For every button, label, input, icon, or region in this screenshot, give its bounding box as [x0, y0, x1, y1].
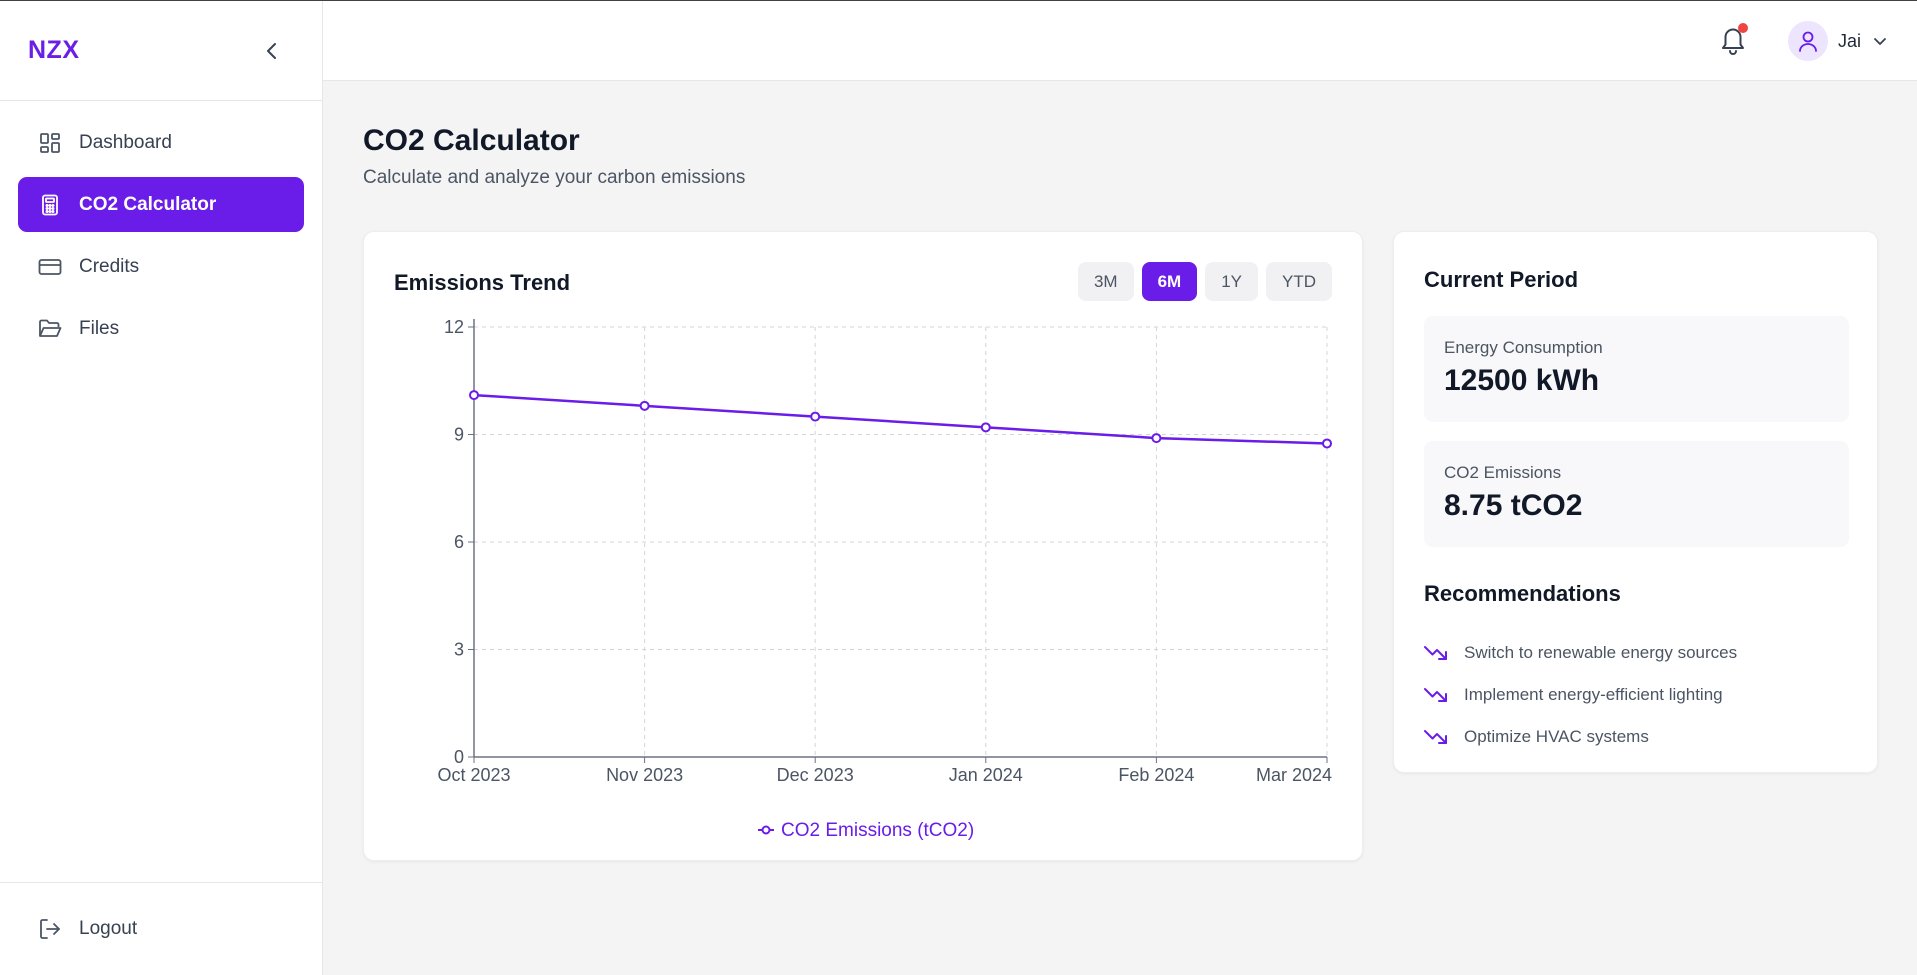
folder-icon	[38, 317, 62, 341]
notifications-button[interactable]	[1718, 23, 1748, 57]
trending-down-icon	[1424, 725, 1448, 749]
x-tick-label: Feb 2024	[1118, 765, 1194, 785]
user-icon	[1799, 31, 1817, 52]
range-button-ytd[interactable]: YTD	[1266, 262, 1332, 301]
x-tick-label: Mar 2024	[1256, 765, 1332, 785]
legend-label: CO2 Emissions (tCO2)	[781, 820, 974, 841]
range-button-3m[interactable]: 3M	[1077, 262, 1134, 301]
sidebar-item-dashboard[interactable]: Dashboard	[18, 115, 304, 170]
co2-emissions-label: CO2 Emissions	[1444, 463, 1562, 482]
collapse-sidebar-button[interactable]	[260, 39, 284, 63]
list-item: Optimize HVAC systems	[1424, 716, 1737, 758]
energy-consumption-value: 12500 kWh	[1444, 364, 1600, 397]
range-selector: 3M 6M 1Y YTD	[1077, 262, 1332, 301]
chevron-left-icon	[267, 42, 276, 59]
notification-badge	[1738, 23, 1748, 33]
y-tick-label: 6	[454, 532, 464, 552]
data-point	[980, 422, 991, 433]
data-point	[1151, 433, 1162, 444]
recommendation-text: Optimize HVAC systems	[1464, 727, 1649, 746]
sidebar-item-label: CO2 Calculator	[79, 193, 217, 215]
sidebar-item-credits[interactable]: Credits	[18, 239, 304, 294]
y-tick-label: 0	[454, 747, 464, 767]
user-name: Jai	[1838, 30, 1862, 51]
energy-consumption-label: Energy Consumption	[1444, 338, 1603, 357]
recommendations-list: Switch to renewable energy sources Imple…	[1424, 632, 1737, 758]
y-tick-label: 12	[444, 317, 464, 337]
y-tick-label: 3	[454, 640, 464, 660]
co2-emissions-value: 8.75 tCO2	[1444, 489, 1583, 522]
window-top-border	[0, 0, 1917, 1]
data-point	[639, 400, 650, 411]
energy-consumption-box: Energy Consumption 12500 kWh	[1424, 316, 1849, 422]
calculator-icon	[38, 193, 62, 217]
co2-emissions-box: CO2 Emissions 8.75 tCO2	[1424, 441, 1849, 547]
logout-label: Logout	[79, 918, 138, 939]
brand-row: NZX	[0, 1, 322, 101]
page-subtitle: Calculate and analyze your carbon emissi…	[363, 167, 746, 188]
logout-icon	[38, 917, 62, 941]
x-tick-label: Jan 2024	[949, 765, 1023, 785]
recommendation-text: Switch to renewable energy sources	[1464, 643, 1738, 662]
current-period-card: Current Period Energy Consumption 12500 …	[1393, 231, 1878, 773]
emissions-trend-title: Emissions Trend	[394, 270, 571, 295]
top-header: Jai	[323, 1, 1917, 81]
avatar	[1788, 21, 1828, 61]
trending-down-icon	[1424, 641, 1448, 665]
page-title: CO2 Calculator	[363, 124, 580, 157]
range-button-1y[interactable]: 1Y	[1205, 262, 1258, 301]
chart-legend: CO2 Emissions (tCO2)	[758, 820, 974, 841]
recommendations-title: Recommendations	[1424, 581, 1621, 606]
legend-marker-dot	[761, 825, 771, 835]
current-period-title: Current Period	[1424, 267, 1579, 292]
x-tick-label: Dec 2023	[777, 765, 854, 785]
emissions-line-chart: 0 3 6 9 12 Oct 2023 Nov 2023 Dec 2023 Jan 2024 Fe…	[437, 317, 1332, 841]
series-line	[473, 393, 1328, 445]
sidebar-item-label: Credits	[79, 255, 140, 277]
data-point	[810, 411, 821, 422]
sidebar-footer: Logout	[0, 882, 322, 975]
emissions-trend-card: Emissions Trend 3M 6M 1Y YTD 0 3 6 9 12 Oct 2…	[363, 231, 1363, 861]
list-item: Switch to renewable energy sources	[1424, 632, 1737, 674]
chevron-down-icon	[1873, 34, 1887, 48]
list-item: Implement energy-efficient lighting	[1424, 674, 1737, 716]
x-tick-label: Nov 2023	[606, 765, 683, 785]
bell-icon	[1722, 28, 1744, 55]
sidebar-nav: Dashboard CO2 Calculator Credits Files	[0, 101, 322, 377]
brand-logo[interactable]: NZX	[28, 36, 80, 64]
sidebar-item-label: Dashboard	[79, 131, 172, 153]
data-point	[1322, 438, 1332, 449]
sidebar-item-co2-calculator[interactable]: CO2 Calculator	[18, 177, 304, 232]
data-point	[469, 390, 479, 401]
trending-down-icon	[1424, 683, 1448, 707]
credit-card-icon	[38, 255, 62, 279]
user-menu[interactable]: Jai	[1788, 21, 1887, 61]
sidebar-item-files[interactable]: Files	[18, 301, 304, 356]
recommendation-text: Implement energy-efficient lighting	[1464, 685, 1723, 704]
dashboard-icon	[38, 131, 62, 155]
x-tick-label: Oct 2023	[437, 765, 510, 785]
logout-button[interactable]: Logout	[18, 902, 304, 957]
sidebar: NZX Dashboard CO2 Calculator Credits	[0, 1, 323, 975]
range-button-6m[interactable]: 6M	[1141, 262, 1198, 301]
y-tick-label: 9	[454, 425, 464, 445]
sidebar-item-label: Files	[79, 317, 120, 339]
